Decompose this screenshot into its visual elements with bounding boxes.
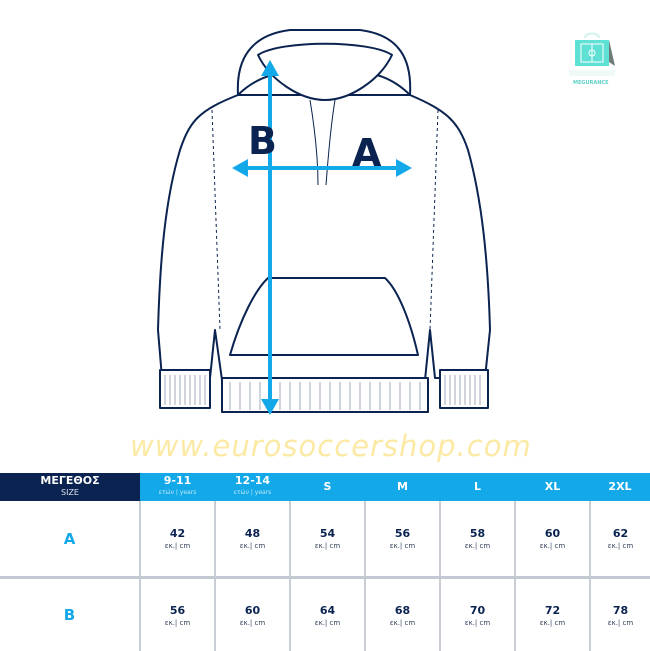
shop-logo: MEGURANCE: [565, 32, 635, 88]
size-label: 2XL: [608, 480, 631, 493]
measurement-cell: 60 εκ.| cm: [215, 578, 290, 651]
measurement-unit: εκ.| cm: [291, 542, 364, 550]
row-label: A: [0, 501, 140, 578]
size-col-header: 2XL: [590, 473, 650, 501]
hood-opening: [258, 44, 392, 100]
measurement-unit: εκ.| cm: [441, 619, 514, 627]
measurement-value: 56: [366, 527, 439, 540]
size-label: 9-11: [164, 474, 192, 487]
size-sublabel: ετών | years: [140, 487, 215, 499]
measurement-value: 60: [516, 527, 589, 540]
measurement-cell: 70 εκ.| cm: [440, 578, 515, 651]
size-label: M: [397, 480, 408, 493]
measurement-unit: εκ.| cm: [291, 619, 364, 627]
measurement-cell: 72 εκ.| cm: [515, 578, 590, 651]
measurement-unit: εκ.| cm: [591, 619, 650, 627]
measurement-cell: 78 εκ.| cm: [590, 578, 650, 651]
waistband: [222, 378, 428, 412]
measurement-cell: 60 εκ.| cm: [515, 501, 590, 578]
size-col-header: XL: [515, 473, 590, 501]
measurement-value: 68: [366, 604, 439, 617]
measurement-value: 56: [141, 604, 214, 617]
right-cuff: [440, 370, 488, 408]
size-header-sublabel: SIZE: [0, 487, 140, 499]
measurement-value: 64: [291, 604, 364, 617]
size-label: S: [324, 480, 332, 493]
measurement-cell: 56 εκ.| cm: [365, 501, 440, 578]
measurement-cell: 68 εκ.| cm: [365, 578, 440, 651]
measurement-value: 72: [516, 604, 589, 617]
measurement-unit: εκ.| cm: [516, 542, 589, 550]
size-col-header: M: [365, 473, 440, 501]
svg-text:MEGURANCE: MEGURANCE: [573, 80, 609, 86]
pocket: [230, 278, 418, 355]
label-b: B: [248, 119, 277, 163]
measurement-value: 48: [216, 527, 289, 540]
measurement-unit: εκ.| cm: [516, 619, 589, 627]
measurement-cell: 42 εκ.| cm: [140, 501, 215, 578]
measurement-cell: 64 εκ.| cm: [290, 578, 365, 651]
measurement-value: 60: [216, 604, 289, 617]
measurement-unit: εκ.| cm: [366, 542, 439, 550]
measurement-unit: εκ.| cm: [216, 619, 289, 627]
hoodie-illustration: B A: [0, 0, 650, 470]
measurement-value: 54: [291, 527, 364, 540]
measurement-unit: εκ.| cm: [141, 542, 214, 550]
measurement-unit: εκ.| cm: [141, 619, 214, 627]
measurement-cell: 58 εκ.| cm: [440, 501, 515, 578]
size-sublabel: ετών | years: [215, 487, 290, 499]
size-label: 12-14: [235, 474, 270, 487]
measurement-cell: 48 εκ.| cm: [215, 501, 290, 578]
measurement-unit: εκ.| cm: [366, 619, 439, 627]
size-col-header: S: [290, 473, 365, 501]
measurement-unit: εκ.| cm: [216, 542, 289, 550]
label-a: A: [352, 131, 382, 175]
measurement-unit: εκ.| cm: [441, 542, 514, 550]
measurement-value: 58: [441, 527, 514, 540]
measurement-value: 78: [591, 604, 650, 617]
measurement-cell: 56 εκ.| cm: [140, 578, 215, 651]
measurement-cell: 62 εκ.| cm: [590, 501, 650, 578]
size-header-label: ΜΕΓΕΘΟΣ: [40, 474, 99, 487]
size-col-header: L: [440, 473, 515, 501]
measurement-value: 62: [591, 527, 650, 540]
size-label: XL: [545, 480, 561, 493]
measurement-value: 70: [441, 604, 514, 617]
row-label: B: [0, 578, 140, 651]
measurement-cell: 54 εκ.| cm: [290, 501, 365, 578]
size-label: L: [474, 480, 481, 493]
measurement-unit: εκ.| cm: [591, 542, 650, 550]
measurement-value: 42: [141, 527, 214, 540]
